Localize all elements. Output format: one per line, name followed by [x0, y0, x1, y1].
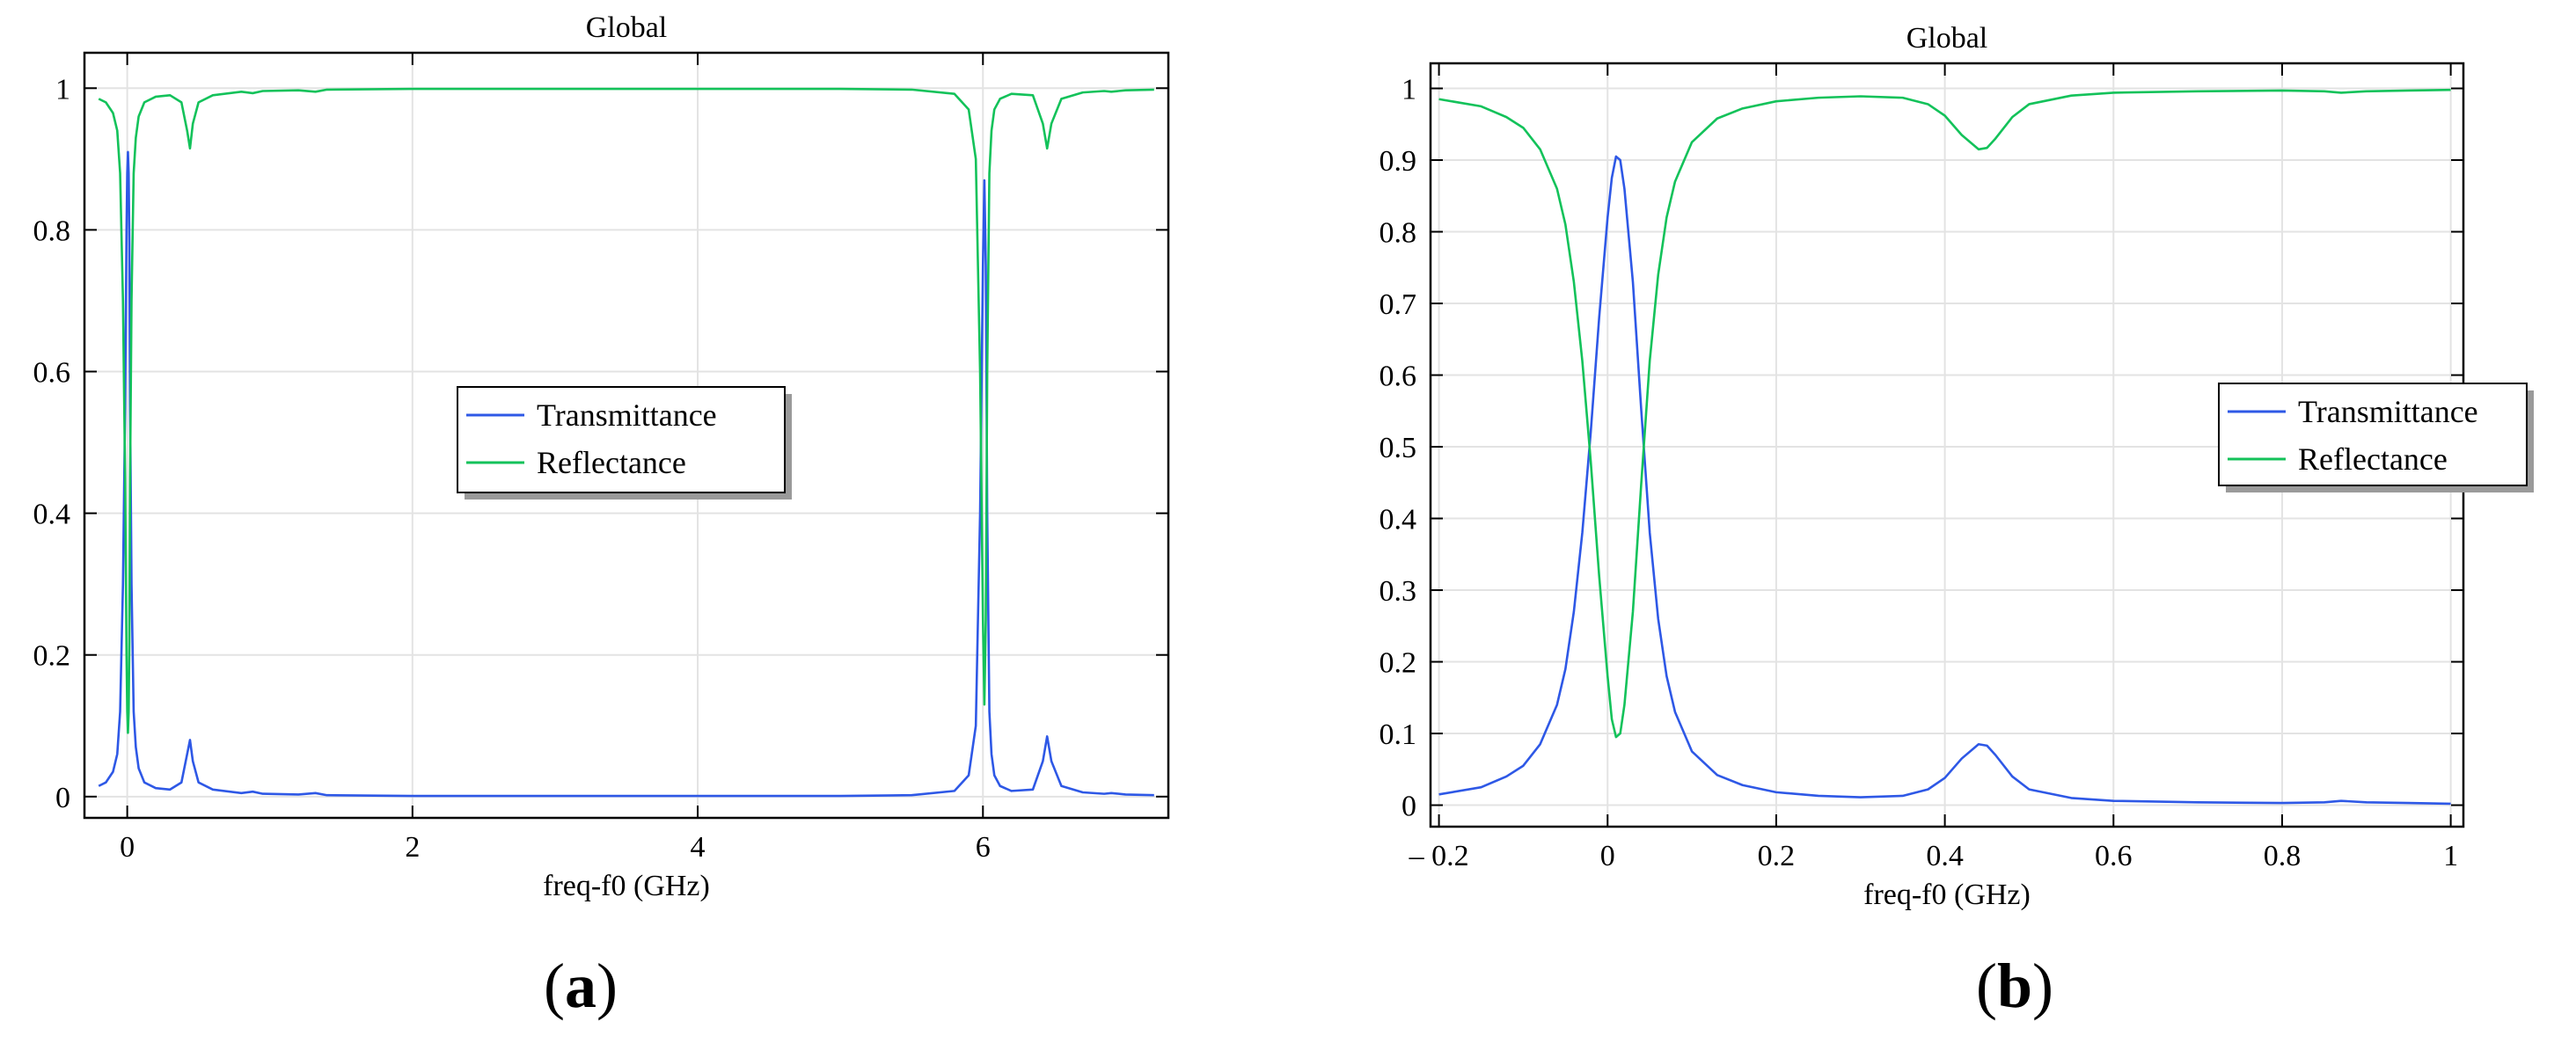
xtick-label-a-0: 0: [120, 831, 135, 864]
chart-b: – 0.2 0 0.2 0.4 0.6 0.8 1 0 0.1 0.2 0.3 0.4 0.5 0.6 0.…: [1379, 22, 2534, 911]
caption-b-letter: b: [1996, 951, 2033, 1021]
xtick-label-a-1: 2: [405, 831, 420, 864]
legend-b: [2218, 383, 2528, 486]
ytick-label-b-6: 0.6: [1379, 361, 1417, 393]
ytick-label-b-0: 0: [1401, 791, 1416, 823]
xtick-label-b-3: 0.4: [1926, 840, 1964, 872]
series-line-b-reflectance: [1438, 88, 2451, 739]
ytick-label-b-4: 0.4: [1379, 504, 1417, 536]
ytick-label-a-0: 0: [55, 782, 70, 814]
series-line-b-transmittance: [1438, 155, 2451, 806]
caption-a-letter: a: [565, 951, 596, 1021]
x-axis-label-a: freq-f0 (GHz): [543, 870, 710, 902]
ytick-label-b-5: 0.5: [1379, 432, 1417, 464]
ytick-label-b-7: 0.7: [1379, 288, 1417, 321]
ytick-label-b-3: 0.3: [1379, 575, 1417, 608]
xtick-label-b-5: 0.8: [2264, 840, 2302, 872]
chart-a: 0 2 4 6 0 0.2 0.4 0.6 0.8 1 Global freq-f0 (GHz) Tra…: [33, 11, 1170, 902]
panel-caption-b: (b): [1927, 950, 2103, 1023]
ytick-label-a-3: 0.6: [33, 357, 71, 390]
xtick-label-b-1: 0: [1600, 840, 1615, 872]
series-line-a-reflectance: [98, 87, 1154, 734]
caption-b-open: (: [1975, 951, 1997, 1021]
axes-frame-a: [83, 51, 1170, 820]
caption-b-close: ): [2032, 951, 2053, 1021]
caption-a-close: ): [596, 951, 618, 1021]
xtick-label-b-2: 0.2: [1758, 840, 1796, 872]
xtick-label-a-3: 6: [976, 831, 991, 864]
xtick-label-a-2: 4: [691, 831, 706, 864]
ytick-label-a-1: 0.2: [33, 640, 71, 673]
ytick-label-a-4: 0.8: [33, 215, 71, 247]
xtick-label-b-6: 1: [2443, 840, 2458, 872]
legend-label-a-transmittance: Transmittance: [537, 398, 717, 433]
legend-label-a-reflectance: Reflectance: [537, 445, 686, 480]
ytick-label-b-9: 0.9: [1379, 145, 1417, 178]
xtick-label-b-0: – 0.2: [1409, 840, 1469, 872]
xtick-label-b-4: 0.6: [2095, 840, 2133, 872]
legend-a: [457, 386, 786, 493]
caption-a-open: (: [544, 951, 565, 1021]
x-axis-label-b: freq-f0 (GHz): [1863, 879, 2031, 911]
series-line-a-transmittance: [98, 150, 1154, 798]
ytick-label-b-1: 0.1: [1379, 718, 1417, 751]
legend-label-b-transmittance: Transmittance: [2298, 394, 2478, 429]
ytick-label-a-2: 0.4: [33, 499, 71, 531]
ytick-label-a-5: 1: [55, 73, 70, 106]
ytick-label-b-2: 0.2: [1379, 647, 1417, 680]
chart-title-a: Global: [586, 11, 668, 44]
legend-label-b-reflectance: Reflectance: [2298, 441, 2448, 477]
ytick-label-b-8: 0.8: [1379, 217, 1417, 250]
ytick-label-b-10: 1: [1401, 74, 1416, 106]
chart-title-b: Global: [1906, 22, 1988, 55]
panel-caption-a: (a): [493, 950, 669, 1023]
